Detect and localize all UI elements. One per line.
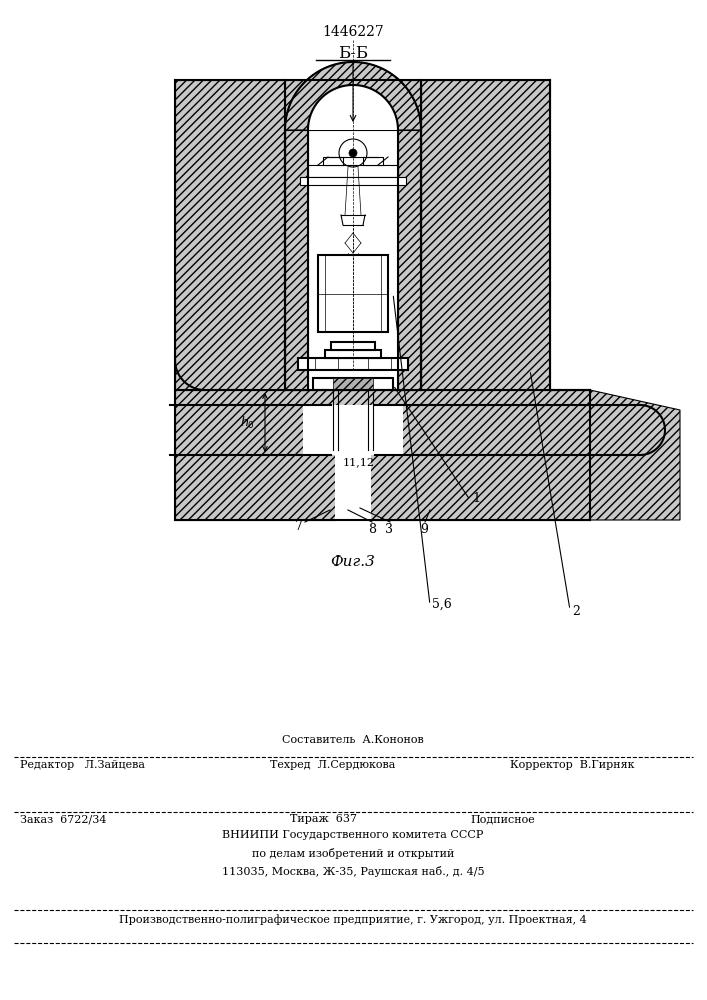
Polygon shape — [175, 80, 285, 390]
Text: Составитель  А.Кононов: Составитель А.Кононов — [282, 735, 424, 745]
Text: Производственно-полиграфическое предприятие, г. Ужгород, ул. Проектная, 4: Производственно-полиграфическое предприя… — [119, 914, 587, 925]
Polygon shape — [421, 80, 550, 390]
Polygon shape — [285, 80, 421, 130]
Text: 9: 9 — [420, 523, 428, 536]
Text: Корректор  В.Гирняк: Корректор В.Гирняк — [510, 760, 634, 770]
Text: Подписное: Подписное — [470, 814, 534, 824]
Text: 113035, Москва, Ж-35, Раушская наб., д. 4/5: 113035, Москва, Ж-35, Раушская наб., д. … — [222, 866, 484, 877]
Bar — [318, 255, 388, 332]
Polygon shape — [285, 62, 421, 130]
Polygon shape — [398, 130, 421, 390]
Text: Техред  Л.Сердюкова: Техред Л.Сердюкова — [270, 760, 395, 770]
Bar — [333, 378, 373, 390]
Bar — [308, 165, 398, 177]
Bar — [363, 157, 383, 165]
Polygon shape — [175, 390, 590, 520]
Text: 5,6: 5,6 — [432, 598, 452, 611]
Bar — [323, 157, 343, 165]
Bar — [331, 342, 375, 350]
Text: 8: 8 — [368, 523, 376, 536]
Bar — [313, 378, 393, 390]
Text: Тираж  637: Тираж 637 — [290, 814, 357, 824]
Circle shape — [349, 149, 357, 157]
Text: Заказ  6722/34: Заказ 6722/34 — [20, 814, 107, 824]
Bar — [325, 350, 381, 358]
Text: по делам изобретений и открытий: по делам изобретений и открытий — [252, 848, 454, 859]
Text: Фиг.3: Фиг.3 — [331, 555, 375, 569]
Text: 3: 3 — [385, 523, 393, 536]
Text: ВНИИПИ Государственного комитета СССР: ВНИИПИ Государственного комитета СССР — [222, 830, 484, 840]
Text: $h_0$: $h_0$ — [240, 414, 255, 431]
Text: 1446227: 1446227 — [322, 25, 384, 39]
Text: 11,12: 11,12 — [343, 457, 375, 467]
Text: 7: 7 — [295, 520, 303, 533]
Bar — [303, 405, 403, 455]
Text: 1: 1 — [472, 492, 480, 505]
Bar — [335, 430, 371, 530]
Polygon shape — [590, 390, 680, 520]
Text: 2: 2 — [572, 605, 580, 618]
Text: Б-Б: Б-Б — [338, 45, 368, 62]
Polygon shape — [285, 130, 308, 390]
Bar — [300, 177, 406, 185]
Polygon shape — [308, 85, 398, 130]
Bar — [298, 358, 408, 370]
Text: Редактор   Л.Зайцева: Редактор Л.Зайцева — [20, 760, 145, 770]
